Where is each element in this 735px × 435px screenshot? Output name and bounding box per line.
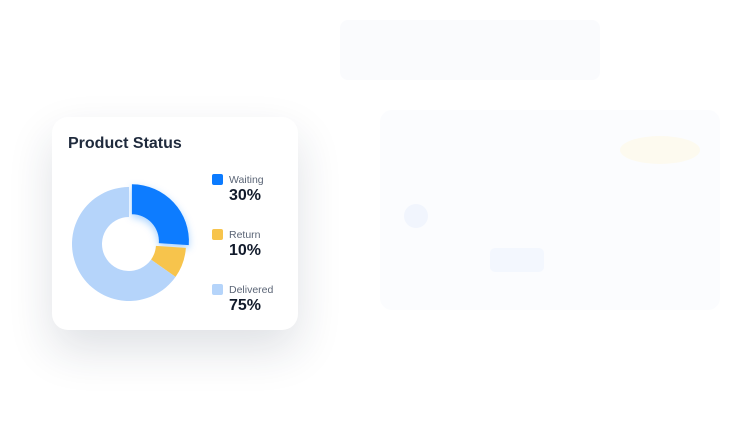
faded-icon — [404, 204, 428, 228]
legend-swatch — [212, 174, 223, 185]
value-label: 10% — [229, 242, 261, 259]
legend-swatch — [212, 229, 223, 240]
pie-slice — [151, 245, 186, 277]
value-label: 75% — [229, 297, 261, 314]
legend-swatch — [212, 284, 223, 295]
pie-slice — [72, 187, 176, 301]
faded-shape — [620, 136, 700, 164]
legend-label: Delivered — [229, 284, 274, 296]
product-status-card: Product Status Waiting 30% Return 10% Delive… — [52, 117, 298, 330]
value-label: 30% — [229, 187, 261, 204]
pie-slice — [131, 184, 189, 246]
legend-label: Waiting — [229, 174, 264, 186]
legend-label: Return — [229, 229, 261, 241]
faded-panel — [340, 20, 600, 80]
faded-button — [490, 248, 544, 272]
chart-title: Product Status — [68, 135, 182, 152]
